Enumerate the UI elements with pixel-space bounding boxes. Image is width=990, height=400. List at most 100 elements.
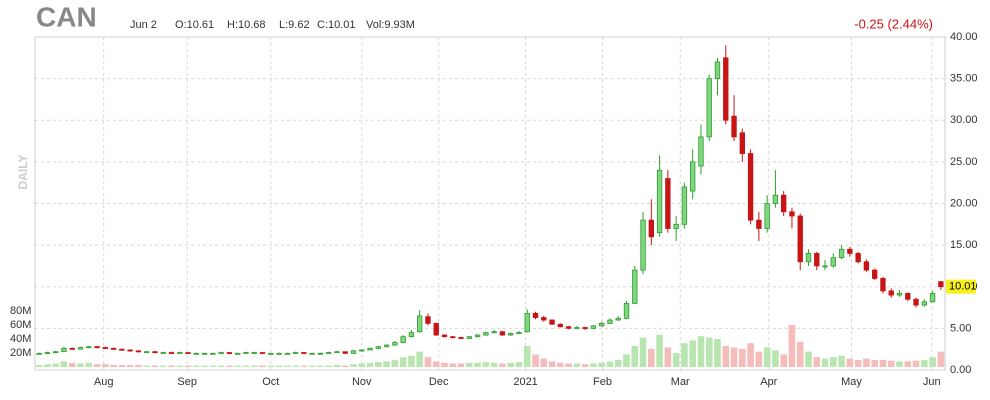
- candle-body: [731, 115, 737, 138]
- volume-bar: [623, 354, 630, 367]
- volume-bar: [772, 350, 779, 367]
- candle-body: [557, 323, 563, 328]
- volume-bar: [796, 341, 804, 367]
- volume-bar: [681, 343, 688, 367]
- candle-body: [177, 352, 183, 354]
- candle-body: [508, 332, 514, 336]
- volume-bar: [739, 348, 746, 367]
- volume-bar: [830, 357, 837, 367]
- candle-body: [326, 352, 332, 354]
- volume-bar: [416, 351, 423, 367]
- candle-body: [450, 336, 456, 339]
- candle-body: [69, 347, 75, 350]
- candle-body: [623, 302, 630, 319]
- high: H:10.68: [227, 19, 266, 31]
- volume-bar: [126, 364, 134, 367]
- volume-bar: [391, 360, 399, 367]
- volume-bar: [557, 362, 564, 367]
- candle-body: [408, 332, 415, 338]
- y-tick-label: 30.00: [950, 114, 978, 126]
- candle-body: [656, 169, 663, 234]
- candle-body: [102, 347, 108, 349]
- candle-body: [640, 219, 646, 271]
- volume-bar: [614, 360, 622, 367]
- x-tick-label: Jun: [923, 376, 941, 388]
- volume-bar: [226, 365, 233, 367]
- candle-body: [119, 348, 125, 351]
- candle-body: [805, 253, 812, 263]
- volume-bar: [135, 364, 142, 367]
- candle-body: [168, 352, 175, 354]
- candle-body: [764, 203, 770, 229]
- volume-bar: [490, 362, 498, 367]
- candle-body: [772, 194, 779, 204]
- candle-body: [896, 293, 903, 296]
- candle-body: [77, 347, 84, 350]
- candle-body: [110, 347, 117, 350]
- candle-body: [359, 349, 365, 352]
- volume-bar: [432, 361, 440, 367]
- volume-bar: [217, 365, 225, 367]
- volume-tick-label: 60M: [10, 319, 31, 331]
- candle-body: [706, 78, 712, 138]
- volume-bar: [300, 365, 308, 367]
- volume-bar: [159, 365, 167, 367]
- candle-body: [822, 265, 828, 268]
- volume-bar: [648, 348, 655, 367]
- volume-bar: [457, 363, 465, 367]
- candle-body: [342, 351, 348, 354]
- volume-bar: [581, 364, 589, 367]
- candle-body: [301, 352, 307, 354]
- candle-body: [797, 215, 803, 263]
- volume-bar: [937, 351, 945, 367]
- volume-bar: [441, 362, 448, 367]
- candle-body: [714, 61, 721, 80]
- volume-bar: [606, 361, 614, 367]
- candle-body: [929, 293, 936, 303]
- volume-bar: [747, 343, 754, 367]
- x-tick-label: Feb: [593, 376, 612, 388]
- candle-body: [210, 352, 216, 355]
- candle-body: [681, 186, 688, 225]
- volume-bar: [242, 365, 250, 367]
- volume-bar: [573, 363, 581, 367]
- candle-body: [921, 301, 927, 306]
- y-tick-label: 0.00: [950, 364, 971, 376]
- x-tick-label: Aug: [94, 376, 114, 388]
- candle-body: [350, 350, 357, 354]
- candle-body: [532, 312, 539, 318]
- volume-bar: [168, 365, 175, 367]
- candle-body: [235, 352, 241, 355]
- volume-bar: [548, 361, 556, 367]
- candle-body: [723, 57, 729, 121]
- volume-bar: [664, 347, 672, 367]
- candle-body: [284, 352, 290, 355]
- candle-body: [251, 352, 257, 354]
- volume-bar: [499, 363, 506, 367]
- volume-bar: [333, 364, 341, 367]
- volume-bar: [449, 363, 457, 367]
- volume-bar: [341, 365, 349, 367]
- candle-body: [193, 352, 199, 355]
- volume-bar: [656, 334, 663, 367]
- last-price-box: [946, 279, 976, 294]
- candle-body: [673, 223, 679, 229]
- volume-bar: [143, 365, 150, 367]
- candle-body: [201, 352, 208, 355]
- candle-body: [367, 347, 373, 351]
- volume-bar: [201, 365, 208, 367]
- candle-body: [400, 336, 406, 343]
- low: L:9.62: [279, 19, 310, 31]
- volume-bar: [821, 358, 829, 367]
- candle-body: [847, 248, 853, 254]
- candle-body: [855, 253, 861, 263]
- candle-body: [135, 350, 142, 353]
- candle-body: [292, 352, 299, 354]
- candle-body: [375, 346, 381, 349]
- volume-bar: [366, 362, 374, 367]
- volume-bar: [399, 357, 407, 367]
- volume-bar: [590, 363, 597, 367]
- volume-bar: [639, 337, 647, 367]
- candle-body: [607, 319, 613, 324]
- volume-bar: [507, 362, 514, 367]
